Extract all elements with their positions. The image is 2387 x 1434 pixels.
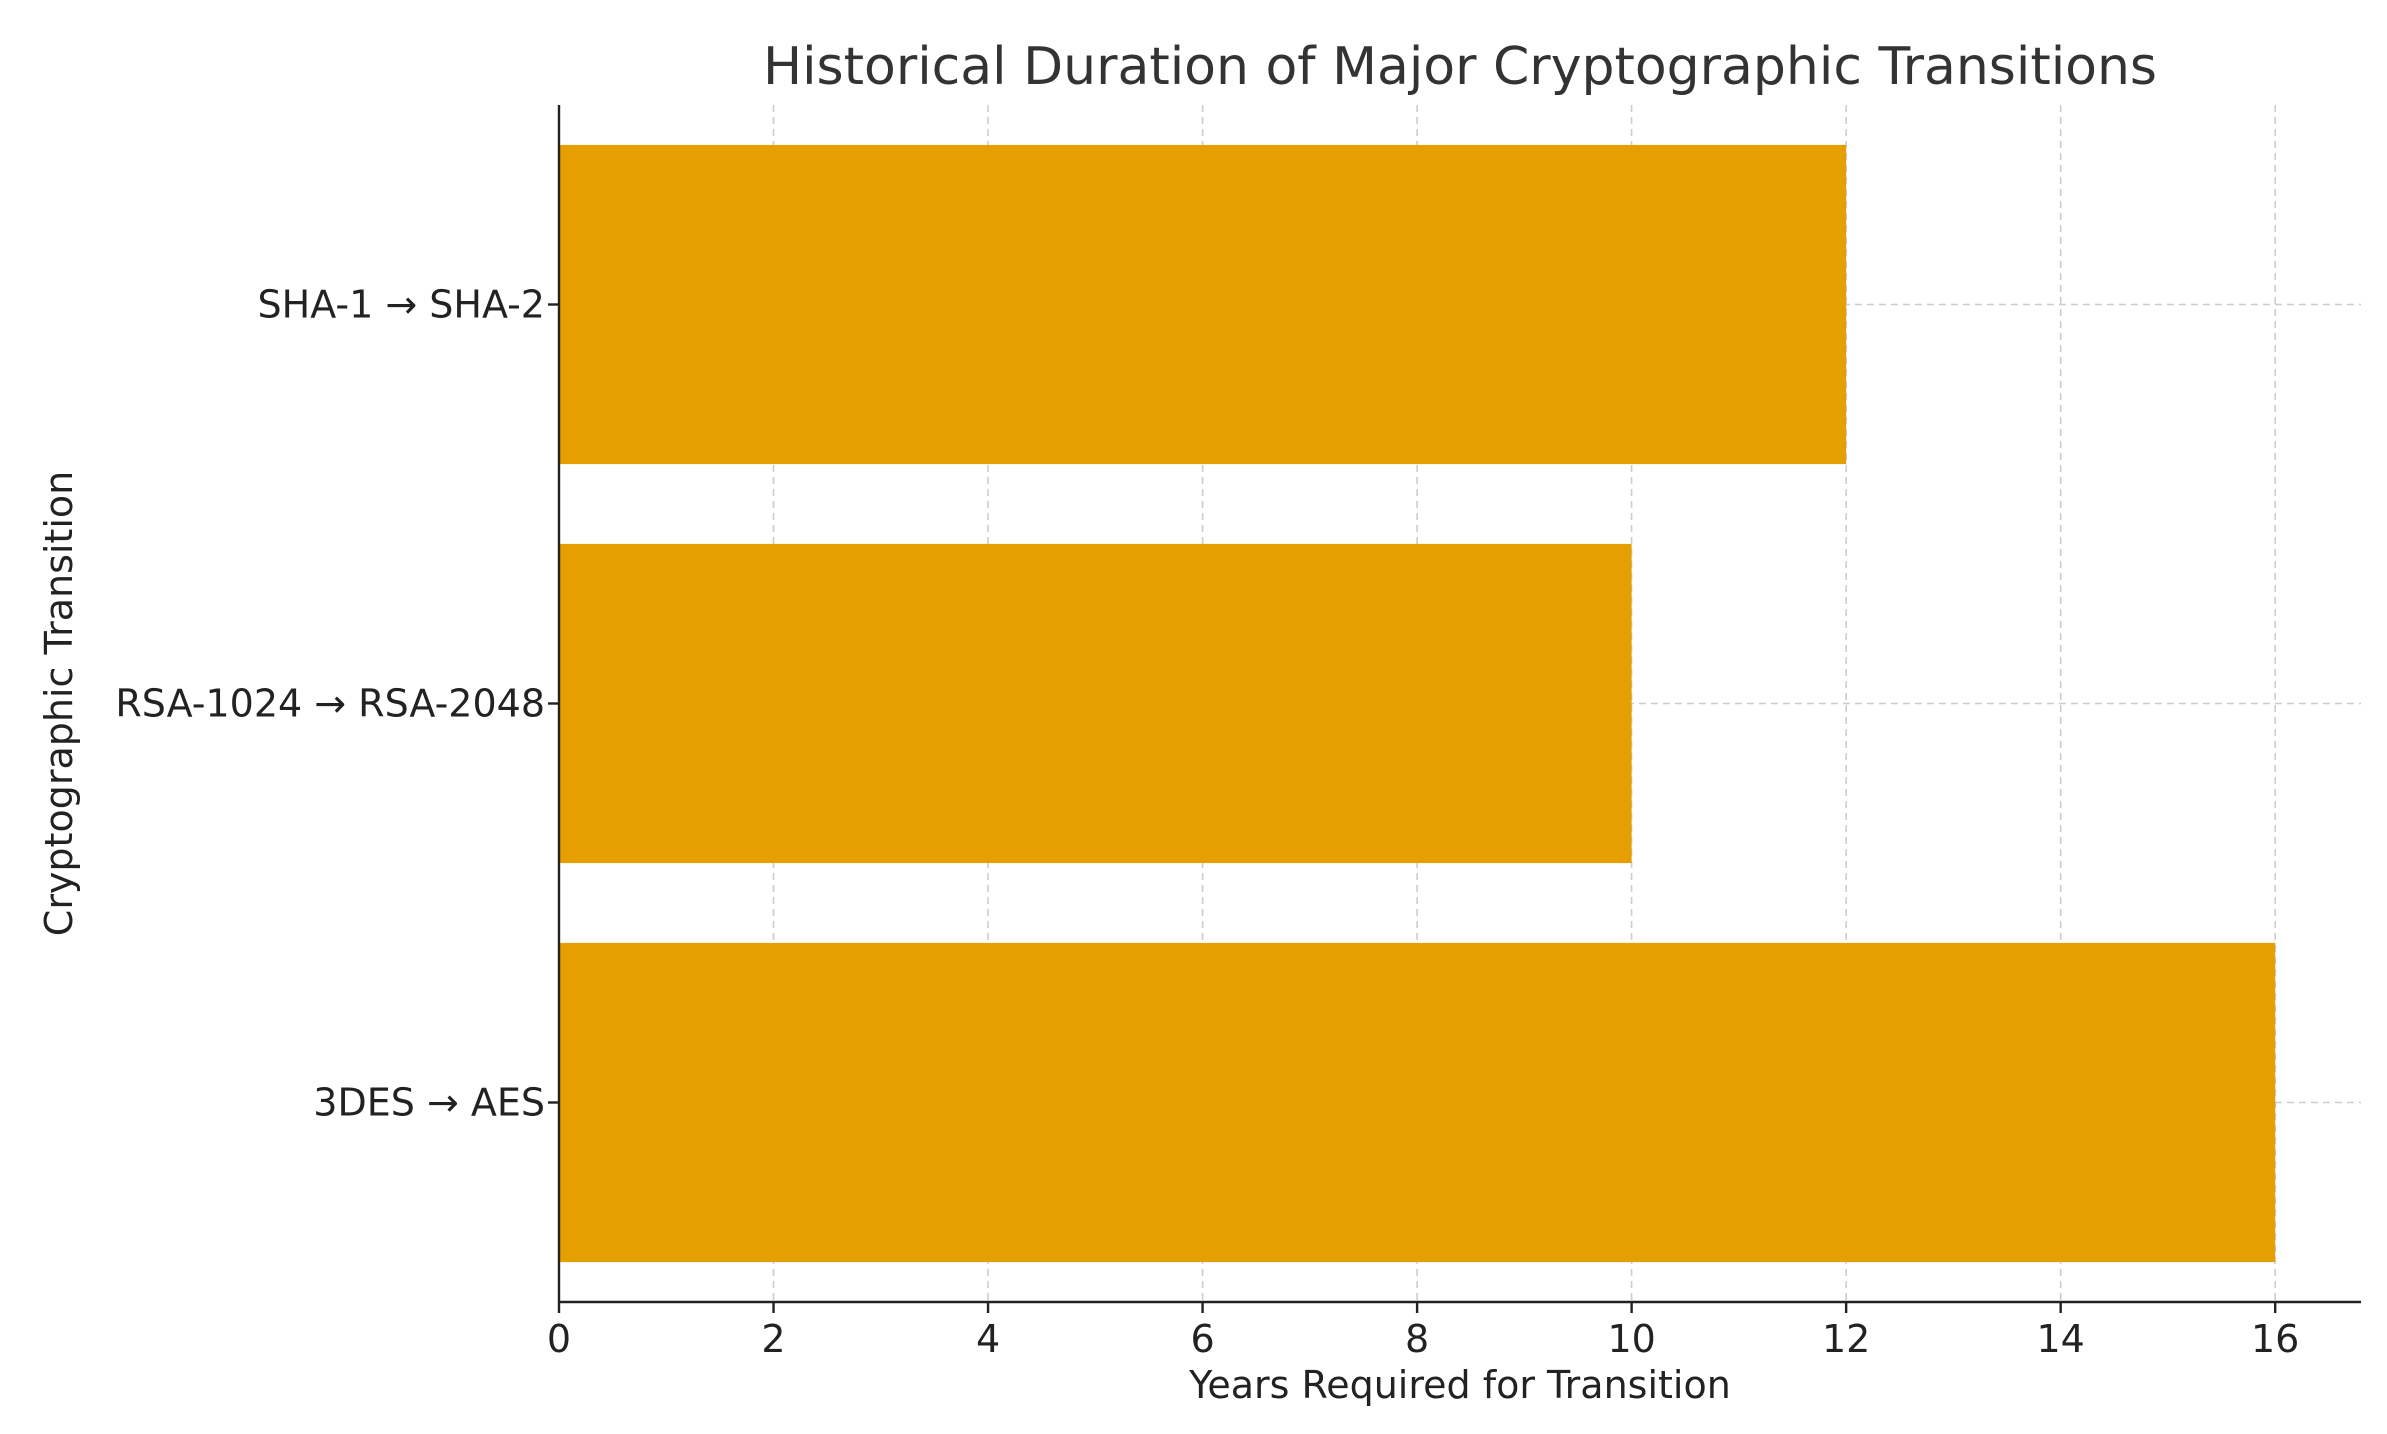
x-tick-label: 0 <box>547 1317 571 1361</box>
x-axis-label: Years Required for Transition <box>1188 1363 1731 1407</box>
bar <box>559 144 1847 465</box>
x-tick-label: 16 <box>2251 1317 2299 1361</box>
y-category-labels: 3DES → AES RSA-1024 → RSA-2048 SHA-1 → SHA… <box>115 283 559 1125</box>
bar <box>559 942 2276 1263</box>
bar <box>559 543 1632 864</box>
y-category-label: SHA-1 → SHA-2 <box>258 283 546 327</box>
chart-title: Historical Duration of Major Cryptograph… <box>763 37 2157 97</box>
x-tick-label: 6 <box>1190 1317 1214 1361</box>
x-tick-label: 8 <box>1405 1317 1429 1361</box>
x-tick-label: 12 <box>1822 1317 1870 1361</box>
x-tick-label: 10 <box>1607 1317 1655 1361</box>
x-ticks: 0 2 4 6 8 10 12 14 16 <box>547 1302 2299 1361</box>
bars <box>559 144 2276 1263</box>
y-category-label: RSA-1024 → RSA-2048 <box>115 682 545 726</box>
x-tick-label: 14 <box>2036 1317 2084 1361</box>
y-category-label: 3DES → AES <box>313 1081 545 1125</box>
x-tick-label: 2 <box>761 1317 785 1361</box>
y-axis-label: Cryptographic Transition <box>37 471 81 936</box>
x-tick-label: 4 <box>976 1317 1000 1361</box>
